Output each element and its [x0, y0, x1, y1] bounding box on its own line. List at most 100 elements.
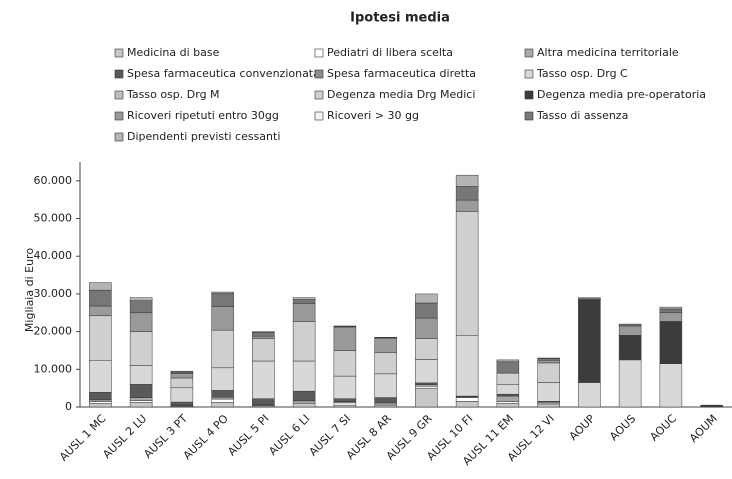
legend-swatch — [315, 112, 323, 120]
bar-segment — [538, 363, 560, 383]
legend-label: Pediatri di libera scelta — [327, 46, 453, 59]
bar-segment — [89, 392, 111, 400]
bar-segment — [660, 309, 682, 313]
legend-label: Tasso osp. Drg C — [536, 67, 628, 80]
legend-swatch — [525, 91, 533, 99]
bar-segment — [130, 366, 152, 385]
y-tick-label: 60.000 — [34, 174, 73, 187]
y-tick-label: 10.000 — [34, 362, 73, 375]
bar-segment — [171, 388, 193, 402]
legend-swatch — [115, 112, 123, 120]
bar-segment — [293, 403, 315, 407]
legend-swatch — [115, 133, 123, 141]
bar-segment — [578, 383, 600, 408]
legend-swatch — [115, 49, 123, 57]
bar-segment — [497, 403, 519, 407]
legend-swatch — [525, 112, 533, 120]
bar-segment — [415, 338, 437, 359]
bar-segment — [456, 187, 478, 201]
bar-segment — [212, 368, 234, 391]
y-tick-label: 50.000 — [34, 212, 73, 225]
bar-segment — [456, 175, 478, 186]
x-tick-label: AOUM — [687, 412, 720, 445]
bar-segment — [171, 378, 193, 388]
bar-segment — [375, 338, 397, 352]
bar-segment — [375, 405, 397, 407]
bar-segment — [212, 399, 234, 402]
bar-segment — [130, 301, 152, 313]
bar-segment — [89, 360, 111, 392]
legend-swatch — [315, 91, 323, 99]
bar-segment — [293, 361, 315, 391]
bar-segment — [130, 384, 152, 397]
bar-segment — [293, 303, 315, 321]
bar-segment — [89, 316, 111, 360]
bar-segment — [619, 326, 641, 335]
legend-swatch — [525, 70, 533, 78]
bar-segment — [252, 338, 274, 361]
bar-segment — [375, 352, 397, 373]
legend-swatch — [525, 49, 533, 57]
bar-segment — [415, 318, 437, 338]
bar-segment — [456, 401, 478, 407]
bar-segment — [89, 403, 111, 407]
x-tick-label: AOUS — [607, 412, 638, 443]
legend-label: Tasso osp. Drg M — [126, 88, 220, 101]
bar-segment — [497, 362, 519, 373]
bar-segment — [334, 399, 356, 402]
x-tick-label: AUSL 1 MC — [57, 412, 109, 464]
bar-segment — [334, 403, 356, 405]
bar-segment — [293, 391, 315, 400]
bar-segment — [130, 401, 152, 403]
bar-segment — [252, 336, 274, 338]
x-tick-label: AUSL 5 PI — [225, 412, 271, 458]
bar-segment — [497, 360, 519, 362]
bar-segment — [252, 332, 274, 336]
bar-segment — [660, 307, 682, 309]
bar-segment — [415, 386, 437, 388]
legend-label: Spesa farmaceutica convenzionata — [127, 67, 320, 80]
bar-segment — [538, 360, 560, 363]
bar-segment — [619, 324, 641, 326]
bar-segment — [578, 298, 600, 300]
bar-segment — [212, 397, 234, 399]
legend-label: Ricoveri ripetuti entro 30gg — [127, 109, 279, 122]
y-tick-label: 30.000 — [34, 287, 73, 300]
bar-segment — [212, 294, 234, 307]
bar-segment — [293, 321, 315, 361]
bar-segment — [619, 335, 641, 360]
bar-segment — [212, 292, 234, 294]
chart-title: Ipotesi media — [350, 11, 450, 26]
bar-segment — [497, 373, 519, 385]
x-tick-label: AUSL 6 LI — [266, 412, 312, 458]
y-tick-label: 40.000 — [34, 249, 73, 262]
bar-segment — [701, 405, 723, 407]
bar-segment — [415, 388, 437, 407]
bar-segment — [212, 330, 234, 368]
legend-swatch — [315, 49, 323, 57]
bar-segment — [130, 402, 152, 407]
legend-label: Ricoveri > 30 gg — [327, 109, 419, 122]
bar-segment — [89, 290, 111, 306]
bar-segment — [293, 300, 315, 304]
bar-segment — [171, 402, 193, 405]
bar-segment — [212, 307, 234, 330]
bar-segment — [660, 313, 682, 322]
bar-segment — [89, 400, 111, 402]
bar-segment — [497, 394, 519, 396]
bar-segment — [619, 360, 641, 407]
legend-swatch — [115, 70, 123, 78]
bar-segment — [415, 303, 437, 318]
bar-segment — [375, 374, 397, 398]
bar-segment — [456, 211, 478, 335]
bar-segment — [538, 383, 560, 402]
legend-label: Degenza media Drg Medici — [327, 88, 475, 101]
bar-segment — [334, 405, 356, 407]
legend-label: Spesa farmaceutica diretta — [327, 67, 476, 80]
bar-segment — [456, 398, 478, 402]
bar-segment — [334, 350, 356, 376]
bar-segment — [375, 398, 397, 403]
legend-label: Tasso di assenza — [536, 109, 628, 122]
x-tick-label: AOUP — [567, 412, 598, 443]
bar-segment — [171, 373, 193, 378]
